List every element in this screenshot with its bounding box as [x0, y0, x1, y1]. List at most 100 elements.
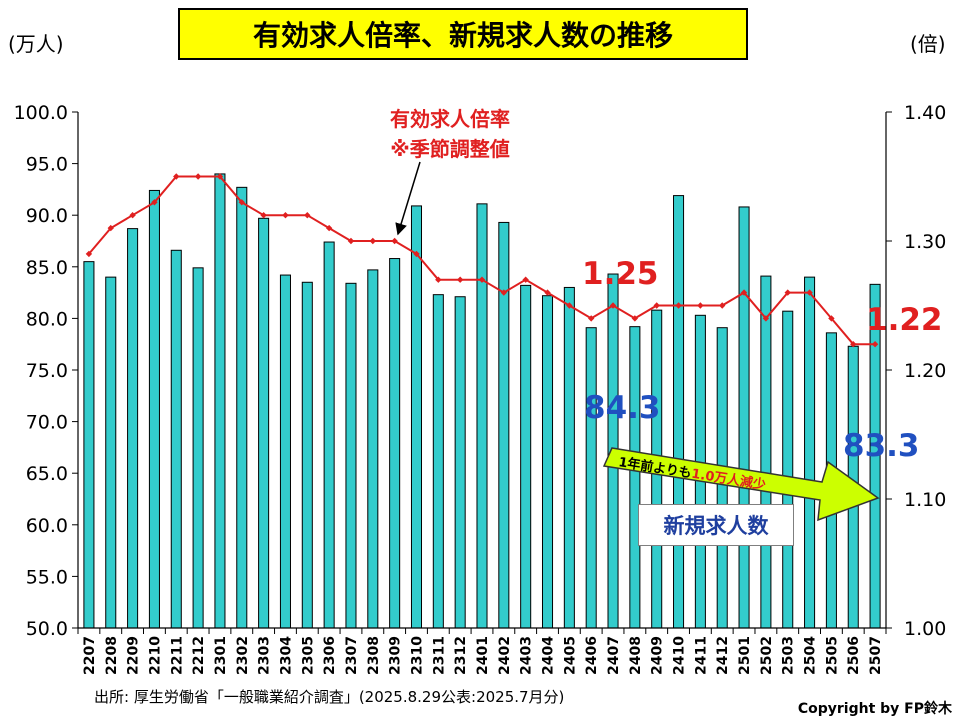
x-tick-label: 2405 — [562, 636, 578, 675]
ratio-point-2402 — [500, 289, 508, 296]
bar-2404 — [541, 295, 554, 629]
bar-2502 — [760, 275, 772, 629]
x-tick-label: 2311 — [431, 636, 447, 675]
x-tick-label: 2410 — [672, 636, 688, 675]
ratio-point-2504 — [806, 289, 813, 296]
ratio-point-2209 — [129, 212, 136, 219]
x-tick-label: 2301 — [213, 636, 229, 675]
x-tick-label: 2503 — [781, 636, 797, 675]
x-tick-label: 2505 — [824, 636, 840, 675]
ratio-callout-now: 1.22 — [866, 302, 943, 338]
ratio-point-2412 — [719, 302, 726, 309]
x-tick-label: 2309 — [388, 636, 404, 675]
x-tick-label: 2409 — [650, 636, 666, 675]
x-tick-label: 2401 — [475, 636, 491, 675]
ratio-point-2404 — [544, 289, 551, 296]
ratio-point-2411 — [697, 302, 704, 309]
x-tick-label: 2308 — [366, 636, 382, 675]
ratio-line-label: 有効求人倍率 ※季節調整値 — [350, 104, 550, 164]
ratio-point-2406 — [587, 315, 595, 322]
ratio-point-2304 — [282, 212, 289, 219]
left-tick-label: 70.0 — [26, 412, 68, 434]
bar-2504 — [804, 276, 816, 629]
x-tick-label: 2302 — [235, 636, 251, 675]
ratio-line-label-2: ※季節調整値 — [390, 137, 510, 161]
bar-2303 — [258, 217, 270, 629]
right-axis-unit: (倍) — [910, 32, 946, 56]
ratio-point-2409 — [653, 302, 660, 309]
left-tick-label: 50.0 — [26, 618, 68, 640]
x-tick-label: 2406 — [584, 636, 600, 675]
y-tick-labels: 50.0 55.0 60.0 65.0 70.0 75.0 80.0 85.0 90.0 95.0… — [14, 102, 947, 640]
x-tick-label: 2404 — [541, 636, 557, 675]
right-tick-label: 1.10 — [904, 489, 946, 511]
ratio-point-2311 — [435, 276, 442, 283]
ratio-point-2506 — [850, 341, 857, 348]
bar-2307 — [345, 282, 357, 629]
ratio-point-2312 — [456, 276, 464, 283]
x-tick-label: 2403 — [519, 636, 535, 675]
x-tick-label: 2504 — [803, 636, 819, 675]
x-tick-label: 2303 — [257, 636, 273, 675]
bar-series — [83, 173, 881, 629]
ratio-point-2207 — [85, 250, 93, 258]
x-tick-label: 2306 — [322, 636, 338, 675]
bar-2304 — [279, 274, 291, 629]
x-tick-label: 2210 — [147, 636, 163, 675]
x-tick-label: 2209 — [126, 636, 142, 675]
bar-2305 — [301, 281, 313, 629]
x-tick-label: 2402 — [497, 636, 513, 675]
x-tick-label: 2310 — [409, 636, 425, 675]
bar-2306 — [323, 241, 335, 629]
ratio-point-2407 — [609, 302, 617, 309]
jobs-callout-now: 83.3 — [843, 428, 920, 464]
bar-2403 — [520, 284, 532, 629]
bar-2401 — [476, 203, 488, 629]
line-label-pointer — [395, 161, 421, 236]
ratio-point-2502 — [762, 315, 770, 322]
ratio-point-2503 — [784, 289, 791, 296]
bar-2209 — [127, 228, 139, 629]
ratio-callout-last-year: 1.25 — [582, 256, 659, 292]
bar-2301 — [214, 173, 226, 629]
left-tick-label: 95.0 — [26, 154, 68, 176]
ratio-point-2501 — [740, 289, 748, 296]
x-tick-label: 2507 — [868, 636, 884, 675]
ratio-point-2305 — [304, 212, 311, 219]
left-tick-label: 75.0 — [26, 360, 68, 382]
ratio-point-2505 — [828, 315, 835, 322]
bar-2212 — [192, 267, 204, 629]
x-tick-label: 2506 — [846, 636, 862, 675]
axes — [72, 111, 892, 634]
bar-2208 — [105, 276, 117, 629]
x-tick-label: 2502 — [759, 636, 775, 675]
x-tick-label: 2412 — [715, 636, 731, 675]
bar-2410 — [673, 195, 685, 629]
bar-2302 — [236, 186, 248, 629]
bar-2503 — [782, 310, 794, 629]
ratio-point-2507 — [871, 341, 879, 348]
left-tick-label: 65.0 — [26, 463, 68, 485]
ratio-line-series — [85, 173, 879, 348]
x-tick-label: 2307 — [344, 636, 360, 675]
x-tick-label: 2207 — [82, 636, 98, 675]
bar-2210 — [148, 189, 160, 629]
ratio-line-label-1: 有効求人倍率 — [390, 107, 510, 131]
ratio-point-2306 — [325, 224, 333, 232]
bar-2406 — [585, 327, 597, 629]
bar-2501 — [738, 206, 750, 629]
right-tick-label: 1.30 — [904, 231, 946, 253]
ratio-point-2303 — [260, 212, 267, 219]
ratio-point-2210 — [151, 199, 158, 206]
x-tick-label: 2212 — [191, 636, 207, 675]
x-tick-label: 2208 — [104, 636, 120, 675]
left-tick-label: 60.0 — [26, 515, 68, 537]
left-tick-label: 80.0 — [26, 308, 68, 330]
ratio-point-2310 — [413, 250, 420, 258]
x-tick-label: 2411 — [693, 636, 709, 675]
ratio-point-2401 — [478, 276, 486, 283]
x-tick-label: 2408 — [628, 636, 644, 675]
ratio-point-2211 — [173, 173, 180, 180]
bar-2312 — [454, 296, 466, 629]
bar-2309 — [389, 258, 401, 629]
